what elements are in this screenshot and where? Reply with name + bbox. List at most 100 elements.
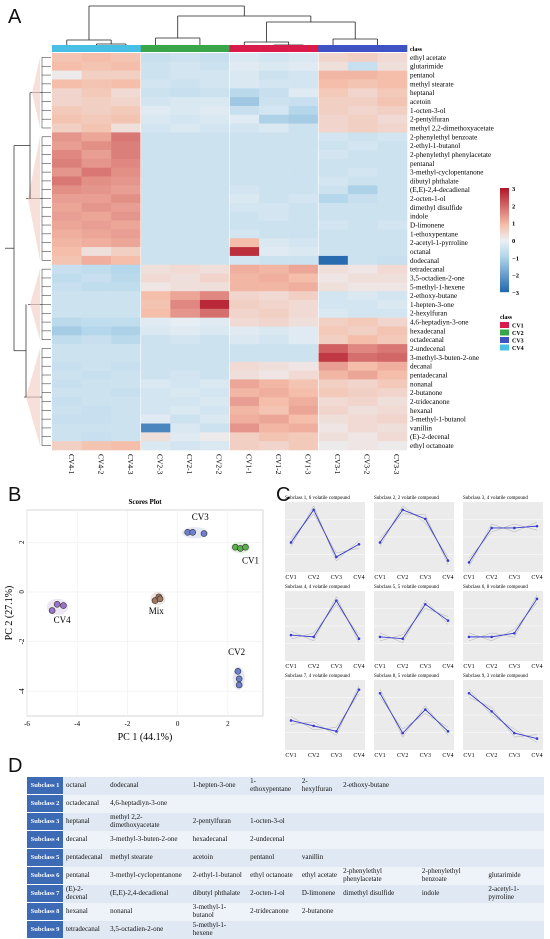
heatmap-cell [52,132,82,142]
heatmap-cell [259,414,289,424]
colorbar-segment [500,290,509,292]
mean-trend-point [446,730,450,733]
colorbar-segment [500,214,509,216]
heatmap-cell [377,114,408,124]
heatmap-cell [259,70,289,80]
sample-label: CV2-3 [156,454,165,475]
compound-label: nonanal [410,380,433,388]
mean-trend-point [312,724,315,728]
heatmap-cell [81,361,112,371]
colorbar-segment [500,197,509,199]
heatmap-cell [318,150,349,160]
heatmap-cell [170,229,201,239]
colorbar-segment [500,225,509,227]
y-tick-label: 2 [18,540,26,544]
heatmap-cell [111,70,142,80]
heatmap-cell [81,397,112,407]
heatmap-cell [377,326,408,336]
compound-label: methyl 2,2-dimethoxyacetate [410,124,494,132]
heatmap-cell [81,176,112,186]
class-bar-label: class [410,47,423,53]
compound-cell [340,902,419,921]
y-axis-label: PC 2 (27.1%) [4,586,15,641]
heatmap-cell [318,282,349,292]
heatmap-cell [81,441,112,451]
heatmap-cell [52,53,82,63]
heatmap-cell [229,264,260,274]
heatmap-cell [81,388,112,398]
heatmap-cell [347,53,378,63]
colorbar-segment [500,207,509,209]
colorbar-segment [500,200,509,202]
colorbar-segment [500,248,509,250]
heatmap-cell [140,194,171,204]
colorbar-segment [500,280,509,282]
compound-cell: tetradecanal [63,920,108,939]
x-tick-label: CV2 [308,575,319,581]
heatmap-cell [170,176,201,186]
heatmap-cell [347,61,378,71]
heatmap-cell [288,220,319,230]
y-tick-label: -4 [18,688,26,694]
colorbar-segment [500,188,509,190]
heatmap-cell [170,238,201,248]
colorbar-segment [500,211,509,213]
heatmap-cell [377,53,408,63]
heatmap-cell [318,185,349,195]
x-tick-label: CV2 [486,664,497,670]
heatmap-cell [259,88,289,98]
heatmap-cell [318,167,349,177]
compound-label: hexadecanal [410,327,446,335]
heatmap-cell [140,211,171,221]
heatmap-cell [259,388,289,398]
heatmap-cell [229,273,260,283]
heatmap-cell [111,238,142,248]
heatmap-cell [229,432,260,442]
heatmap-cell [229,220,260,230]
heatmap-cell [52,176,82,186]
heatmap-cell [81,291,112,301]
heatmap-cell [140,300,171,310]
colorbar-segment [500,199,509,201]
heatmap-cell [199,300,230,310]
compound-label: (E,E)-2,4-decadienal [410,186,470,194]
heatmap-cell [170,432,201,442]
heatmap-cell [52,326,82,336]
heatmap-cell [81,282,112,292]
heatmap-cell [81,53,112,63]
heatmap-cell [140,61,171,71]
colorbar-segment [500,256,509,258]
heatmap-cell [52,361,82,371]
heatmap-cell [377,352,408,363]
heatmap-cell [347,344,378,354]
heatmap-cell [288,132,319,142]
heatmap-cell [199,97,230,107]
panel-d-letter: D [8,755,23,777]
x-tick-label: CV1 [463,575,474,581]
compound-label: 2-hexylfuran [410,310,448,318]
heatmap-cell [229,61,260,71]
heatmap-cell [111,344,142,354]
heatmap-cell [81,220,112,230]
heatmap-cell [140,432,171,442]
heatmap-cell [140,441,171,451]
heatmap-cell [259,361,289,371]
heatmap-cell [259,61,289,71]
mean-trend-point [335,555,338,559]
heatmap-cell [377,423,408,433]
heatmap-cell [377,264,408,274]
heatmap-cell [259,123,289,133]
heatmap-cell [111,352,142,363]
heatmap-cell [318,132,349,142]
heatmap-cell [259,247,289,257]
heatmap-cell [229,344,260,354]
heatmap-cell [288,317,319,327]
class-bar-cell [347,45,378,52]
heatmap-cell [52,379,82,389]
heatmap-cell [259,79,289,89]
heatmap-cell [140,326,171,336]
heatmap-cell [140,150,171,160]
compound-cell: pentanol [247,848,299,867]
heatmap-cell [347,202,378,213]
heatmap-cell [170,220,201,230]
